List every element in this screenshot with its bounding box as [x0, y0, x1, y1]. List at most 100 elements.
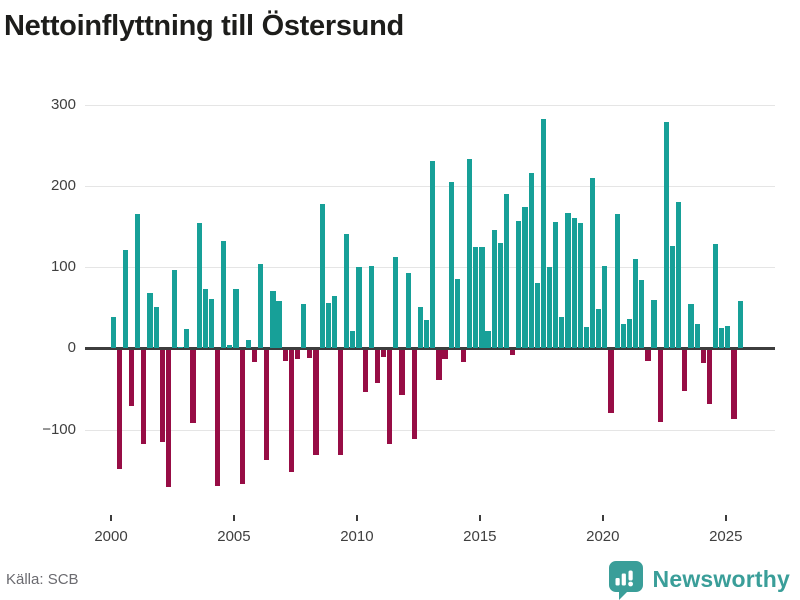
- bar-quarter-2022q2: [657, 349, 663, 423]
- x-tick-mark: [478, 515, 481, 521]
- bar-quarter-2016q1: [503, 194, 510, 349]
- bar-quarter-2007q2: [288, 349, 294, 472]
- bar-quarter-2014q1: [454, 278, 460, 349]
- bar-quarter-2022q1: [651, 299, 657, 349]
- bar-quarter-2002q1: [159, 349, 165, 442]
- bar-quarter-2016q3: [516, 220, 522, 349]
- bar-quarter-2023q1: [676, 202, 682, 349]
- bar-quarter-2019q1: [577, 222, 583, 349]
- bar-quarter-2021q2: [633, 259, 639, 349]
- bar-quarter-2022q3: [663, 121, 669, 349]
- bar-quarter-2025q3: [737, 301, 743, 349]
- y-tick-label: 200: [50, 176, 76, 194]
- x-tick-label: 2025: [709, 528, 743, 545]
- x-tick-mark: [232, 515, 235, 521]
- bar-quarter-2011q2: [387, 349, 393, 445]
- bar-quarter-2022q4: [669, 246, 676, 349]
- bar-quarter-2005q1: [233, 289, 239, 349]
- bar-quarter-2017q4: [546, 267, 553, 349]
- bar-quarter-2024q1: [700, 349, 706, 363]
- bar-quarter-2000q1: [110, 316, 116, 349]
- bar-quarter-2024q2: [706, 349, 712, 405]
- bar-quarter-2004q2: [215, 349, 221, 486]
- newsworthy-logo-icon: [608, 560, 643, 600]
- bar-quarter-2000q4: [128, 349, 135, 406]
- bar-quarter-2004q4: [227, 345, 233, 349]
- bar-quarter-2013q1: [430, 160, 436, 349]
- x-tick-mark: [355, 515, 358, 521]
- x-tick-label: 2005: [217, 528, 251, 545]
- bar-quarter-2003q1: [184, 328, 190, 349]
- x-tick-label: 2000: [94, 528, 128, 545]
- bar-quarter-2019q4: [596, 308, 602, 349]
- bar-quarter-2014q2: [460, 349, 467, 363]
- bar-quarter-2023q2: [682, 349, 688, 391]
- bar-quarter-2015q3: [491, 229, 497, 349]
- bar-quarter-2017q3: [540, 118, 546, 349]
- bar-quarter-2005q4: [251, 349, 258, 363]
- x-tick-mark: [601, 515, 604, 521]
- x-tick-label: 2020: [586, 528, 620, 545]
- y-tick-label: 300: [50, 95, 76, 113]
- bar-quarter-2009q1: [331, 295, 337, 349]
- bar-quarter-2018q4: [571, 218, 577, 349]
- bar-quarter-2020q4: [620, 324, 626, 349]
- bar-quarter-2024q3: [712, 243, 719, 349]
- bar-quarter-2016q4: [522, 207, 528, 349]
- gridline: [85, 104, 775, 106]
- bar-quarter-2020q2: [608, 349, 614, 414]
- bar-quarter-2021q1: [626, 319, 633, 349]
- bar-quarter-2015q4: [497, 242, 503, 349]
- bar-quarter-2017q1: [528, 172, 534, 349]
- bar-quarter-2002q2: [165, 349, 171, 488]
- x-tick-label: 2010: [340, 528, 374, 545]
- bar-quarter-2001q4: [153, 307, 159, 349]
- source-note: Källa: SCB: [6, 571, 79, 588]
- gridline: [85, 267, 775, 269]
- bar-quarter-2012q3: [417, 307, 424, 349]
- bar-quarter-2006q2: [264, 349, 270, 460]
- bar-quarter-2024q4: [719, 328, 725, 349]
- bar-quarter-2000q3: [122, 250, 128, 349]
- brand-footer: Newsworthy: [607, 558, 790, 600]
- bar-quarter-2011q4: [399, 349, 405, 396]
- bar-quarter-2016q2: [510, 349, 516, 355]
- bar-quarter-2021q4: [645, 349, 651, 361]
- bar-quarter-2015q1: [479, 246, 485, 349]
- bar-quarter-2007q3: [294, 349, 301, 359]
- bar-quarter-2003q3: [196, 222, 202, 349]
- bar-quarter-2011q1: [380, 349, 387, 358]
- y-tick-label: 0: [67, 339, 76, 357]
- chart-area: [85, 95, 775, 515]
- x-tick-mark: [110, 515, 112, 521]
- bar-quarter-2010q4: [374, 349, 381, 384]
- bar-quarter-2012q4: [424, 320, 430, 349]
- bar-quarter-2012q2: [411, 349, 417, 440]
- bar-quarter-2007q4: [301, 303, 307, 349]
- bar-quarter-2010q2: [362, 349, 368, 393]
- x-tick-mark: [724, 515, 727, 521]
- bar-quarter-2014q3: [467, 159, 473, 349]
- bar-quarter-2025q1: [725, 325, 731, 349]
- bar-quarter-2002q3: [171, 270, 178, 349]
- zero-line: [85, 347, 775, 350]
- bar-quarter-2007q1: [282, 349, 288, 361]
- bar-quarter-2015q2: [485, 331, 491, 349]
- bar-quarter-2019q3: [590, 177, 596, 349]
- bar-quarter-2003q2: [190, 349, 196, 424]
- bar-quarter-2018q3: [565, 212, 571, 349]
- bar-quarter-2009q3: [344, 233, 350, 349]
- brand-name: Newsworthy: [652, 565, 790, 592]
- bar-quarter-2004q1: [208, 298, 215, 349]
- bar-quarter-2009q4: [350, 330, 356, 349]
- gridline: [85, 429, 775, 431]
- bar-quarter-2000q2: [116, 349, 122, 469]
- bar-quarter-2006q4: [276, 301, 282, 349]
- bar-quarter-2005q3: [245, 339, 251, 349]
- bar-quarter-2023q4: [694, 324, 700, 349]
- bar-quarter-2017q2: [534, 283, 540, 349]
- bar-quarter-2008q4: [325, 302, 331, 349]
- y-tick-label: −100: [42, 420, 76, 438]
- bar-quarter-2013q4: [448, 181, 454, 349]
- bar-quarter-2010q1: [356, 267, 362, 349]
